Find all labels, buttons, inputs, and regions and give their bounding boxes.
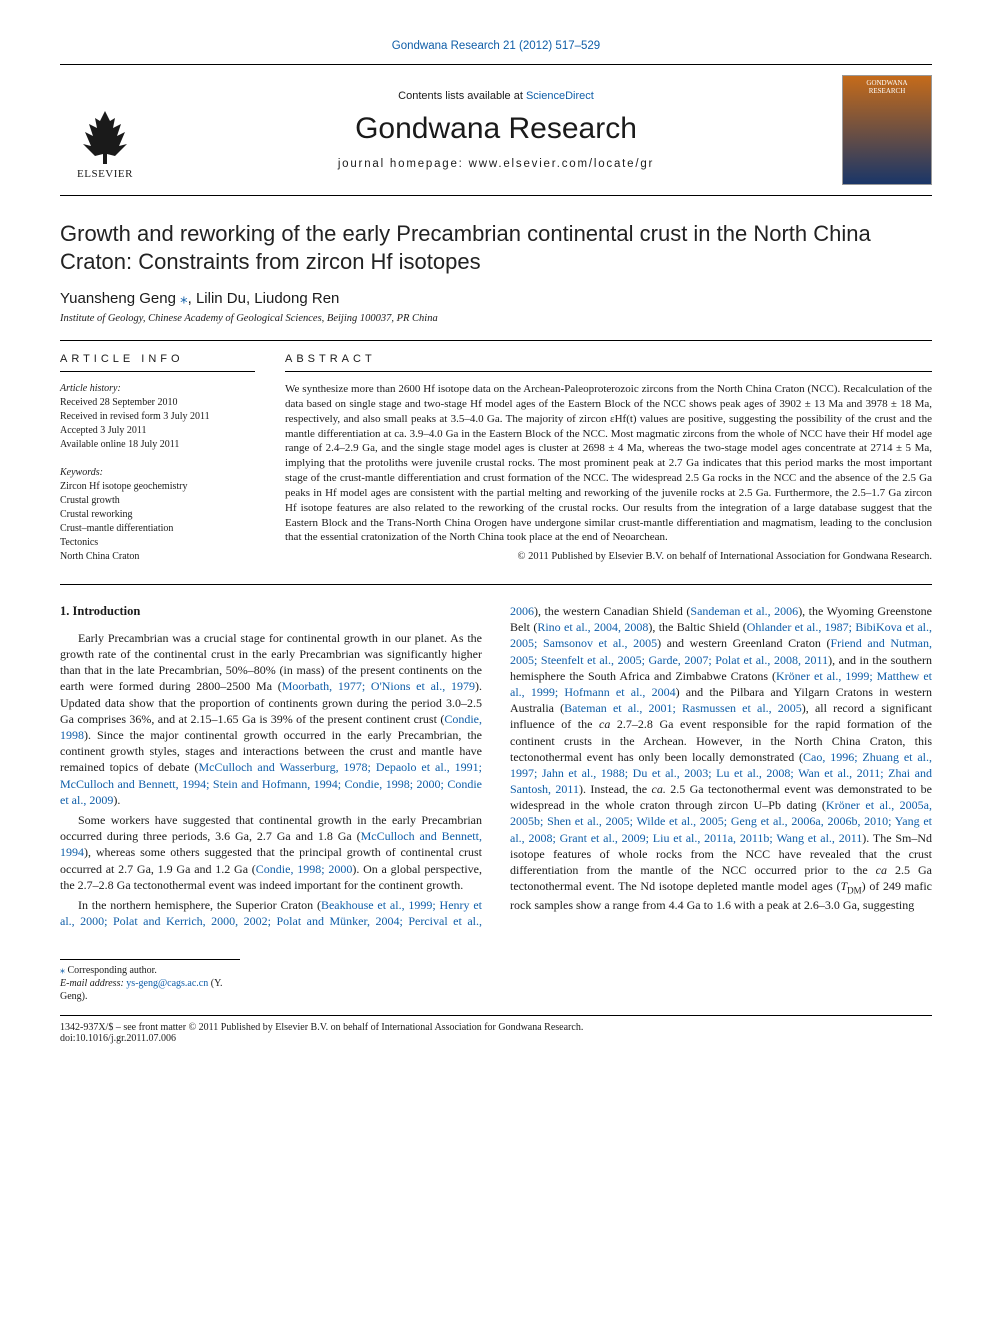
- text: ), the Baltic Shield (: [648, 620, 746, 634]
- paragraph: Early Precambrian was a crucial stage fo…: [60, 630, 482, 808]
- citation-link[interactable]: Rino et al., 2004, 2008: [537, 620, 648, 634]
- meta-row: article info Article history: Received 2…: [60, 340, 932, 564]
- text: ).: [113, 793, 120, 807]
- contents-prefix: Contents lists available at: [398, 90, 526, 102]
- abstract-block: abstract We synthesize more than 2600 Hf…: [285, 353, 932, 564]
- corresponding-author: ⁎ Corresponding author. E-mail address: …: [60, 959, 240, 1003]
- corr-star-icon[interactable]: ⁎: [180, 290, 188, 307]
- tdm-sub: DM: [847, 886, 862, 896]
- article-title: Growth and reworking of the early Precam…: [60, 220, 932, 275]
- journal-header: ELSEVIER Contents lists available at Sci…: [60, 64, 932, 196]
- history-online: Available online 18 July 2011: [60, 438, 255, 452]
- info-heading: article info: [60, 353, 255, 372]
- affiliation: Institute of Geology, Chinese Academy of…: [60, 313, 932, 324]
- cover-text-bottom: RESEARCH: [869, 88, 906, 96]
- footer-line: 1342-937X/$ – see front matter © 2011 Pu…: [60, 1015, 932, 1044]
- author-primary: Yuansheng Geng: [60, 290, 180, 307]
- footer: ⁎ Corresponding author. E-mail address: …: [60, 959, 932, 1044]
- authors-rest: , Lilin Du, Liudong Ren: [188, 290, 340, 307]
- section-divider: [60, 584, 932, 585]
- journal-citation[interactable]: Gondwana Research 21 (2012) 517–529: [60, 40, 932, 52]
- keyword: Zircon Hf isotope geochemistry: [60, 480, 255, 494]
- doi-line: doi:10.1016/j.gr.2011.07.006: [60, 1033, 932, 1044]
- article-info: article info Article history: Received 2…: [60, 353, 255, 564]
- contents-line: Contents lists available at ScienceDirec…: [150, 90, 842, 102]
- body-text: 1. Introduction Early Precambrian was a …: [60, 603, 932, 929]
- homepage-line: journal homepage: www.elsevier.com/locat…: [150, 158, 842, 170]
- keyword: North China Craton: [60, 550, 255, 564]
- italic: ca: [599, 717, 610, 731]
- keyword: Crustal growth: [60, 494, 255, 508]
- history-accepted: Accepted 3 July 2011: [60, 424, 255, 438]
- history-received: Received 28 September 2010: [60, 396, 255, 410]
- history-label: Article history:: [60, 382, 255, 396]
- intro-heading: 1. Introduction: [60, 603, 482, 620]
- elsevier-text: ELSEVIER: [77, 168, 133, 180]
- journal-cover: GONDWANA RESEARCH: [842, 75, 932, 185]
- keyword: Tectonics: [60, 536, 255, 550]
- paragraph: Some workers have suggested that contine…: [60, 812, 482, 893]
- header-center: Contents lists available at ScienceDirec…: [150, 90, 842, 170]
- tree-icon: [75, 106, 135, 166]
- journal-title: Gondwana Research: [150, 112, 842, 146]
- email-link[interactable]: ys-geng@cags.ac.cn: [126, 978, 208, 989]
- keyword: Crustal reworking: [60, 508, 255, 522]
- issn-line: 1342-937X/$ – see front matter © 2011 Pu…: [60, 1022, 932, 1033]
- citation-link[interactable]: Bateman et al., 2001; Rasmussen et al., …: [564, 701, 802, 715]
- keyword: Crust–mantle differentiation: [60, 522, 255, 536]
- text: ) and western Greenland Craton (: [657, 636, 830, 650]
- text: In the northern hemisphere, the Superior…: [78, 898, 321, 912]
- italic: ca: [876, 863, 887, 877]
- text: ), the western Canadian Shield (: [534, 604, 690, 618]
- corr-label: Corresponding author.: [65, 965, 157, 976]
- abstract-heading: abstract: [285, 353, 932, 372]
- sciencedirect-link[interactable]: ScienceDirect: [526, 90, 594, 102]
- elsevier-logo: ELSEVIER: [60, 80, 150, 180]
- email-label: E-mail address:: [60, 978, 126, 989]
- history-revised: Received in revised form 3 July 2011: [60, 410, 255, 424]
- citation-link[interactable]: Moorbath, 1977; O'Nions et al., 1979: [282, 679, 475, 693]
- authors: Yuansheng Geng ⁎, Lilin Du, Liudong Ren: [60, 289, 932, 307]
- copyright: © 2011 Published by Elsevier B.V. on beh…: [285, 551, 932, 562]
- citation-link[interactable]: Condie, 1998; 2000: [256, 862, 353, 876]
- keywords-label: Keywords:: [60, 466, 255, 480]
- italic: ca.: [652, 782, 666, 796]
- abstract-text: We synthesize more than 2600 Hf isotope …: [285, 382, 932, 545]
- text: ). Instead, the: [579, 782, 652, 796]
- citation-link[interactable]: Sandeman et al., 2006: [690, 604, 798, 618]
